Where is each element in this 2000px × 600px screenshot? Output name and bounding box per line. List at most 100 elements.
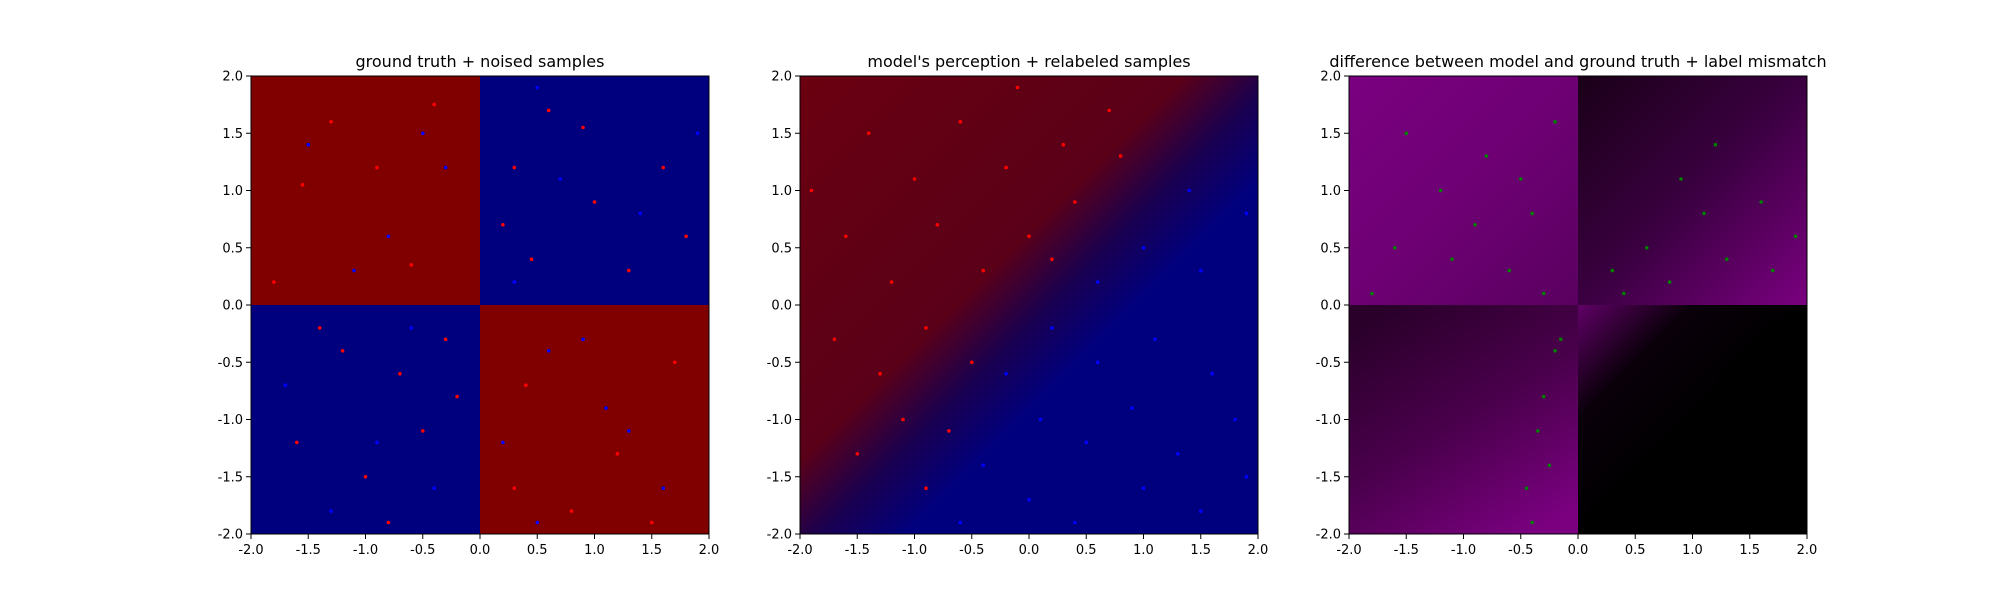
green-point — [1553, 349, 1557, 353]
chart-title: ground truth + noised samples — [356, 52, 605, 71]
background-field — [1349, 76, 1807, 534]
blue-point — [512, 280, 517, 284]
blue-point — [1095, 280, 1100, 284]
x-tick-label: 1.5 — [1190, 543, 1211, 558]
red-point — [295, 440, 299, 445]
red-point — [1050, 257, 1054, 262]
red-point — [981, 268, 985, 273]
red-point — [421, 429, 425, 433]
blue-point — [501, 440, 505, 445]
x-tick-label: -2.0 — [787, 543, 812, 558]
green-point — [1530, 520, 1534, 525]
green-point — [1559, 337, 1563, 342]
red-point — [398, 371, 402, 376]
blue-point — [1095, 360, 1100, 365]
sample-points — [809, 85, 1249, 525]
y-tick-label: 0.5 — [1320, 241, 1341, 256]
y-tick-label: -2.0 — [767, 528, 792, 543]
red-point — [912, 177, 917, 181]
green-point — [1484, 154, 1489, 158]
blue-point — [1141, 486, 1146, 491]
y-tick-label: 2.0 — [1320, 70, 1341, 85]
green-point — [1519, 177, 1523, 181]
red-point — [443, 337, 448, 342]
green-point — [1524, 486, 1529, 491]
green-point — [1536, 429, 1540, 433]
x-tick-label: 0.5 — [1625, 543, 1646, 558]
blue-point — [1187, 188, 1192, 193]
red-point — [889, 280, 894, 284]
y-tick-label: 0.0 — [771, 299, 792, 314]
red-point — [684, 234, 688, 239]
red-point — [1061, 142, 1066, 147]
blue-point — [1130, 406, 1134, 410]
y-tick-label: 0.0 — [1320, 299, 1341, 314]
red-point — [300, 183, 305, 187]
sample-points — [1370, 120, 1798, 525]
chart-title: model's perception + relabeled samples — [867, 52, 1190, 71]
red-point — [832, 337, 837, 342]
red-point — [1015, 85, 1020, 90]
y-tick-label: -1.0 — [767, 413, 792, 428]
x-tick-label: -1.5 — [296, 543, 321, 558]
green-point — [1450, 257, 1454, 262]
x-tick-label: -2.0 — [238, 543, 263, 558]
blue-point — [375, 440, 379, 445]
blue-point — [306, 142, 311, 147]
y-tick-label: -1.5 — [1316, 470, 1341, 485]
subplot-ground-truth: ground truth + noised samples -2.0 -1.5 -1… — [218, 52, 720, 558]
x-tick-label: 1.5 — [641, 543, 662, 558]
x-tick-label: 0.5 — [1076, 543, 1097, 558]
x-tick-label: -1.0 — [353, 543, 378, 558]
blue-point — [1073, 520, 1077, 525]
y-tick-label: 2.0 — [222, 70, 243, 85]
green-point — [1553, 120, 1557, 124]
y-tick-label: 1.5 — [222, 127, 243, 142]
subplot-difference: difference between model and ground trut… — [1316, 52, 1827, 558]
green-point — [1622, 291, 1626, 296]
red-point — [947, 429, 951, 433]
region-bottom-right — [480, 305, 709, 534]
blue-point — [546, 349, 551, 353]
red-point — [615, 452, 620, 456]
red-point — [1027, 234, 1031, 239]
red-point — [455, 394, 459, 399]
blue-point — [1210, 371, 1214, 376]
blue-point — [386, 234, 391, 239]
red-point — [627, 268, 631, 273]
green-point — [1667, 280, 1672, 284]
green-point — [1702, 211, 1706, 216]
x-tick-label: 0.0 — [1568, 543, 1589, 558]
blue-point — [329, 509, 333, 513]
blue-point — [432, 486, 437, 491]
red-point — [592, 200, 597, 204]
region-bottom-left — [1349, 305, 1578, 534]
red-point — [661, 165, 665, 170]
x-tick-label: 2.0 — [1248, 543, 1269, 558]
subplot-model-perception: model's perception + relabeled samples -… — [767, 52, 1269, 558]
green-point — [1438, 188, 1443, 193]
blue-point — [1244, 211, 1249, 216]
red-point — [529, 257, 534, 262]
blue-point — [1141, 246, 1146, 250]
blue-point — [443, 165, 448, 170]
green-point — [1770, 268, 1775, 273]
x-axis-ticks: -2.0 -1.5 -1.0 -0.5 0.0 0.5 1.0 1.5 2.0 — [1336, 534, 1817, 558]
red-point — [650, 520, 654, 525]
red-point — [935, 223, 940, 227]
blue-point — [1199, 268, 1203, 273]
x-tick-label: 2.0 — [699, 543, 720, 558]
y-tick-label: -1.0 — [218, 413, 243, 428]
blue-point — [604, 406, 608, 410]
sample-points — [272, 85, 700, 525]
blue-point — [661, 486, 665, 491]
blue-point — [1038, 417, 1043, 422]
blue-point — [421, 131, 425, 136]
y-tick-label: 1.0 — [771, 184, 792, 199]
blue-point — [1050, 326, 1054, 330]
y-tick-label: 1.5 — [1320, 127, 1341, 142]
red-point — [317, 326, 322, 330]
blue-point — [638, 211, 643, 216]
y-axis-ticks: -2.0 -1.5 -1.0 -0.5 0.0 0.5 1.0 1.5 2.0 — [1316, 70, 1349, 543]
blue-point — [695, 131, 700, 136]
